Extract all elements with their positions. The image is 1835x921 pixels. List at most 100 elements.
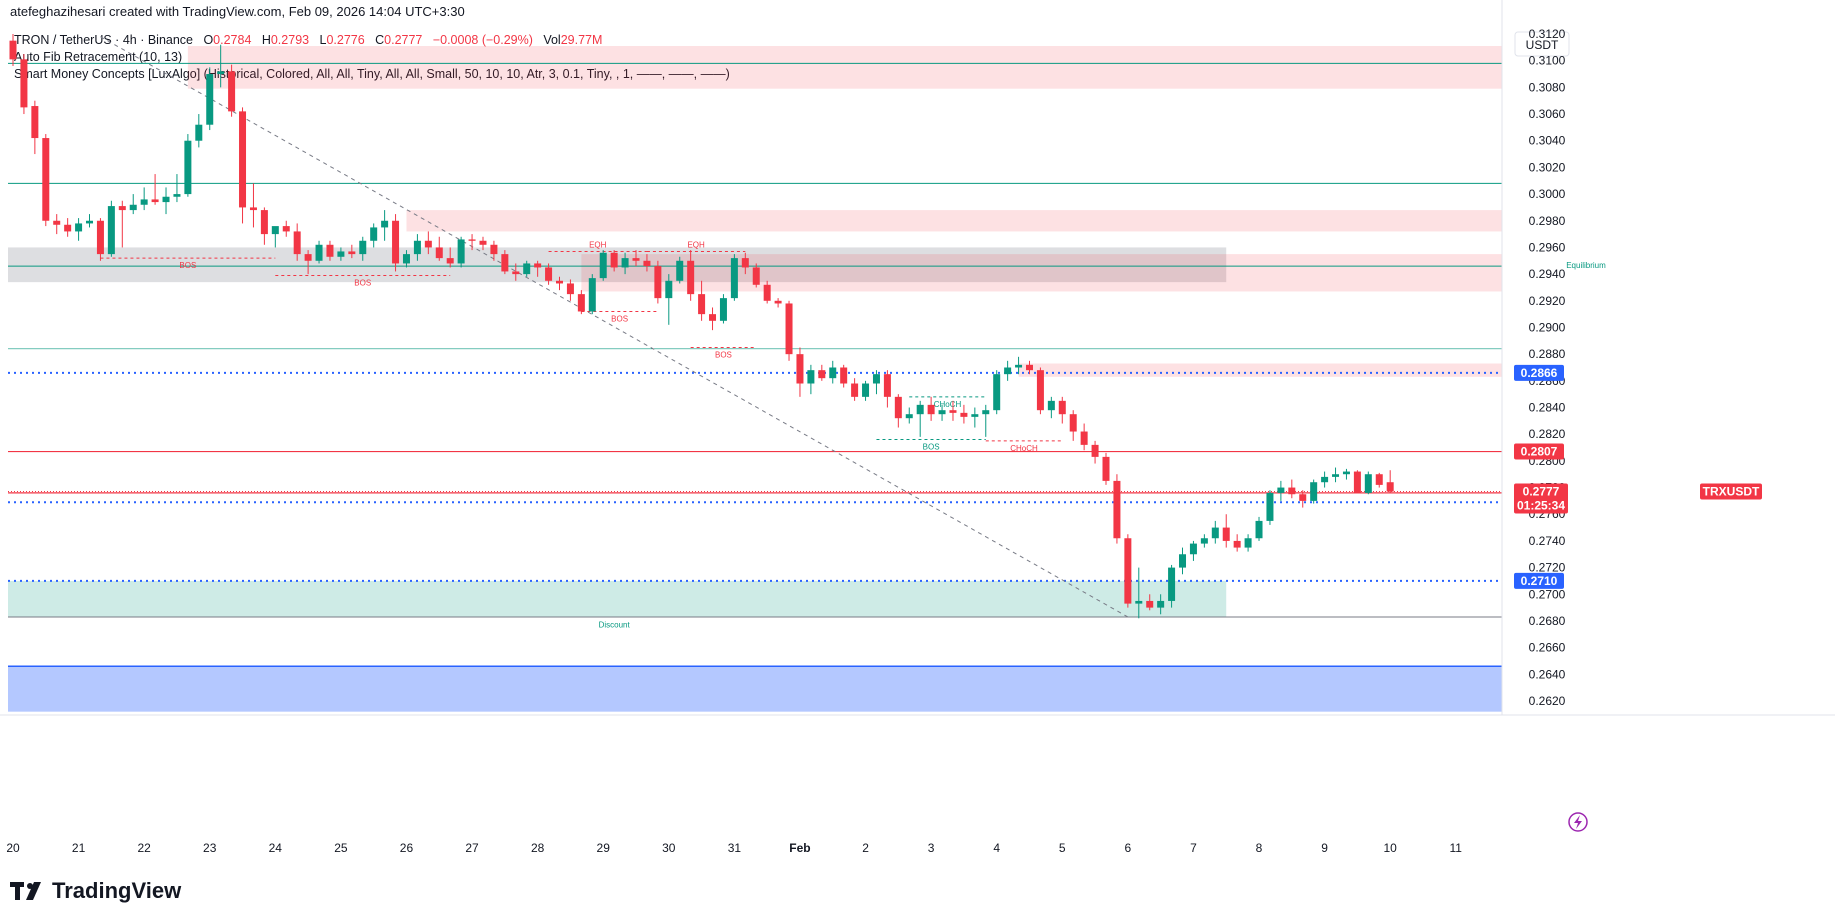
- candle-body[interactable]: [326, 244, 334, 257]
- candle-body[interactable]: [402, 254, 410, 264]
- candle-body[interactable]: [971, 414, 979, 417]
- candle-body[interactable]: [982, 410, 990, 415]
- candle-body[interactable]: [282, 226, 290, 232]
- candle-body[interactable]: [938, 410, 946, 415]
- candle-body[interactable]: [1211, 527, 1219, 539]
- candle-body[interactable]: [293, 231, 301, 255]
- candle-body[interactable]: [1080, 431, 1088, 445]
- candle-body[interactable]: [577, 294, 585, 312]
- candle-body[interactable]: [774, 300, 782, 304]
- candle-body[interactable]: [829, 367, 837, 379]
- candle-body[interactable]: [359, 240, 367, 255]
- candle-body[interactable]: [479, 240, 487, 245]
- candle-body[interactable]: [1069, 414, 1077, 432]
- candle-body[interactable]: [730, 258, 738, 299]
- candle-body[interactable]: [1058, 400, 1066, 415]
- candle-body[interactable]: [1091, 444, 1099, 457]
- candle-body[interactable]: [709, 314, 717, 321]
- candle-body[interactable]: [140, 199, 148, 205]
- candle-body[interactable]: [1233, 540, 1241, 548]
- candle-body[interactable]: [1015, 364, 1023, 368]
- candle-body[interactable]: [905, 414, 913, 419]
- candle-body[interactable]: [512, 271, 520, 275]
- candle-body[interactable]: [588, 278, 596, 312]
- candle-body[interactable]: [75, 223, 83, 232]
- candle-body[interactable]: [883, 374, 891, 397]
- candle-body[interactable]: [676, 260, 684, 281]
- candle-body[interactable]: [862, 383, 870, 397]
- candle-body[interactable]: [304, 254, 312, 261]
- candle-body[interactable]: [1386, 482, 1394, 492]
- candle-body[interactable]: [1004, 367, 1012, 375]
- candle-body[interactable]: [370, 227, 378, 241]
- candle-body[interactable]: [763, 284, 771, 301]
- candle-body[interactable]: [249, 207, 257, 211]
- candle-body[interactable]: [348, 251, 356, 255]
- candle-body[interactable]: [337, 251, 345, 257]
- candle-body[interactable]: [271, 226, 279, 235]
- candle-body[interactable]: [1179, 554, 1187, 568]
- candle-body[interactable]: [1266, 492, 1274, 521]
- candle-body[interactable]: [1135, 600, 1143, 604]
- candle-body[interactable]: [654, 266, 662, 299]
- candle-body[interactable]: [840, 367, 848, 384]
- candle-body[interactable]: [894, 396, 902, 419]
- candle-body[interactable]: [1244, 538, 1252, 548]
- candle-body[interactable]: [599, 252, 607, 279]
- candle-body[interactable]: [118, 206, 126, 211]
- candle-body[interactable]: [1364, 474, 1372, 493]
- candle-body[interactable]: [1200, 538, 1208, 544]
- candle-body[interactable]: [1375, 474, 1383, 485]
- candle-body[interactable]: [1146, 600, 1154, 608]
- candle-body[interactable]: [129, 204, 137, 211]
- candle-body[interactable]: [1124, 538, 1132, 604]
- candle-body[interactable]: [534, 263, 542, 268]
- candle-body[interactable]: [960, 412, 968, 417]
- candle-body[interactable]: [916, 404, 924, 415]
- currency-box[interactable]: [1514, 31, 1570, 57]
- candle-body[interactable]: [1157, 600, 1165, 608]
- candle-body[interactable]: [239, 111, 247, 208]
- candle-body[interactable]: [392, 220, 400, 264]
- candle-body[interactable]: [53, 220, 61, 225]
- candle-body[interactable]: [64, 224, 72, 232]
- alert-lightning-icon[interactable]: [1568, 812, 1588, 832]
- candle-body[interactable]: [1342, 471, 1350, 475]
- candle-body[interactable]: [162, 196, 170, 203]
- candle-body[interactable]: [927, 404, 935, 415]
- candle-body[interactable]: [818, 370, 826, 379]
- candle-body[interactable]: [228, 71, 236, 112]
- candle-body[interactable]: [86, 220, 94, 224]
- candle-body[interactable]: [566, 283, 574, 295]
- candle-body[interactable]: [107, 206, 115, 255]
- tradingview-logo[interactable]: TradingView: [10, 878, 181, 904]
- candle-body[interactable]: [217, 71, 225, 75]
- candle-body[interactable]: [9, 40, 17, 60]
- candle-body[interactable]: [96, 220, 104, 255]
- candle-body[interactable]: [260, 210, 268, 235]
- candle-body[interactable]: [195, 124, 203, 141]
- candle-body[interactable]: [1025, 364, 1033, 371]
- candle-body[interactable]: [523, 263, 531, 275]
- legend-indicator-smc[interactable]: Smart Money Concepts [LuxAlgo] (Historic…: [14, 67, 730, 81]
- candle-body[interactable]: [556, 280, 563, 284]
- candle-body[interactable]: [785, 303, 793, 355]
- candle-body[interactable]: [1288, 487, 1296, 495]
- candle-body[interactable]: [1277, 487, 1285, 493]
- candle-body[interactable]: [206, 74, 214, 125]
- candle-body[interactable]: [949, 410, 957, 413]
- candle-body[interactable]: [457, 239, 465, 264]
- candle-body[interactable]: [687, 260, 695, 295]
- candle-body[interactable]: [1353, 471, 1361, 493]
- candle-body[interactable]: [545, 267, 553, 281]
- candle-body[interactable]: [424, 240, 432, 248]
- candle-body[interactable]: [872, 374, 880, 384]
- candle-body[interactable]: [468, 239, 476, 241]
- candle-body[interactable]: [381, 220, 389, 228]
- candle-body[interactable]: [1189, 543, 1197, 555]
- candle-body[interactable]: [719, 298, 727, 321]
- candle-body[interactable]: [643, 260, 651, 267]
- candle-body[interactable]: [610, 252, 618, 268]
- trend-line[interactable]: [100, 36, 1129, 618]
